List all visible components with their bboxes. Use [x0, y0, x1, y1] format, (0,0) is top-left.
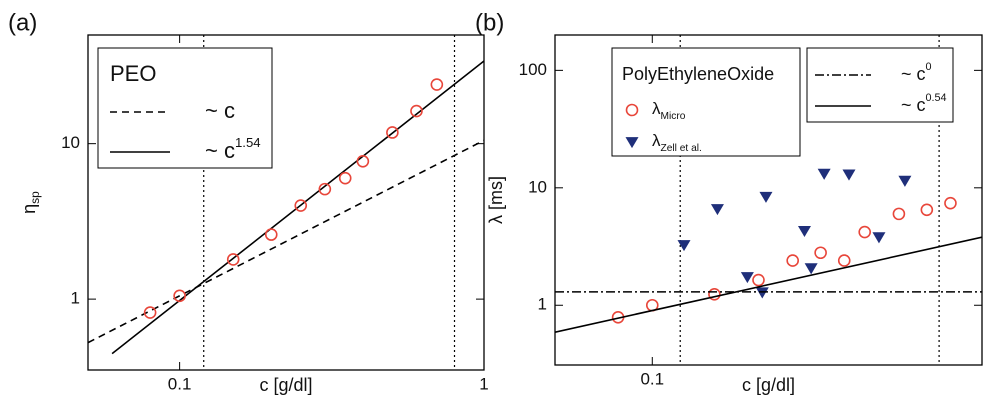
- legend-marker: [625, 103, 639, 117]
- data-point: [944, 196, 957, 210]
- x-tick-label: 0.1: [168, 374, 192, 393]
- y-tick-label: 1: [71, 289, 80, 308]
- data-point: [817, 168, 831, 180]
- data-point: [677, 240, 691, 252]
- legend-label-sup: 0.54: [926, 92, 947, 104]
- legend-box: [611, 47, 801, 157]
- data-point: [842, 169, 856, 181]
- fit-line: [555, 236, 982, 333]
- data-point: [814, 246, 827, 260]
- panel-label: (a): [8, 9, 37, 36]
- data-point: [740, 272, 754, 284]
- data-point: [898, 175, 912, 187]
- data-point: [892, 207, 906, 221]
- legend-label: λZell et al.: [652, 131, 702, 153]
- legend-label-sub: Micro: [661, 111, 686, 122]
- y-axis-label-main: λ [ms]: [486, 176, 506, 224]
- data-point: [837, 254, 851, 267]
- data-point: [356, 155, 370, 168]
- y-axis-label-sub: sp: [28, 191, 42, 204]
- data-point: [759, 191, 773, 203]
- legend: PEO~ c~ c1.54: [97, 47, 273, 169]
- y-axis-label-main: η: [19, 204, 39, 214]
- legend-label-main: λ: [652, 131, 661, 150]
- data-point: [710, 204, 724, 216]
- data-point: [752, 273, 765, 287]
- legend-title: PolyEthyleneOxide: [622, 64, 774, 84]
- legend-marker: [625, 137, 639, 149]
- legend-box: [97, 47, 273, 169]
- data-point: [858, 225, 872, 239]
- legend-label-main: ~ c: [205, 138, 235, 163]
- y-tick-label: 10: [61, 133, 80, 152]
- legend-label-sup: 0: [926, 61, 932, 73]
- data-point: [804, 263, 818, 275]
- legend-title: PEO: [110, 61, 156, 86]
- legend-label: ~ c1.54: [205, 135, 261, 162]
- y-tick-label: 100: [519, 60, 547, 79]
- data-point: [708, 287, 721, 301]
- x-tick-label: 1: [479, 374, 488, 393]
- data-point: [430, 78, 444, 91]
- x-tick-label: 0.1: [640, 369, 664, 388]
- panel-label: (b): [475, 9, 504, 36]
- legend-label: ~ c0.54: [901, 92, 947, 115]
- fit-line: [88, 139, 484, 344]
- data-point: [797, 225, 811, 238]
- data-point: [920, 203, 934, 217]
- data-point: [226, 253, 240, 266]
- x-axis-label: c [g/dl]: [259, 375, 312, 395]
- y-axis-label: λ [ms]: [486, 176, 506, 224]
- data-point: [318, 182, 332, 196]
- y-tick-label: 1: [538, 295, 547, 314]
- x-axis-label: c [g/dl]: [742, 375, 795, 395]
- legend-label: λMicro: [652, 99, 686, 121]
- y-tick-label: 10: [528, 177, 547, 196]
- legend-label: ~ c0: [901, 61, 932, 84]
- legend-label-main: ~ c: [901, 64, 926, 84]
- data-point: [872, 232, 886, 244]
- legend-label-main: ~ c: [205, 98, 235, 123]
- data-point: [143, 306, 157, 319]
- legend-box: [806, 47, 954, 123]
- data-point: [410, 104, 423, 118]
- data-point: [755, 287, 769, 299]
- plot-frame: [87, 34, 485, 371]
- legend-label-sub: Zell et al.: [661, 143, 702, 154]
- y-axis-label: ηsp: [19, 191, 42, 214]
- data-point: [786, 254, 799, 267]
- data-point: [338, 171, 352, 185]
- legend-label-main: ~ c: [901, 95, 926, 115]
- data-point: [294, 199, 308, 212]
- legend-label-main: λ: [652, 99, 661, 118]
- legend-label-sup: 1.54: [235, 135, 261, 150]
- data-point: [386, 126, 399, 139]
- data-point: [264, 228, 278, 241]
- legend-label: ~ c: [205, 98, 235, 123]
- plot-frame: [554, 34, 983, 366]
- plot-area: [88, 35, 484, 370]
- data-point: [173, 289, 186, 303]
